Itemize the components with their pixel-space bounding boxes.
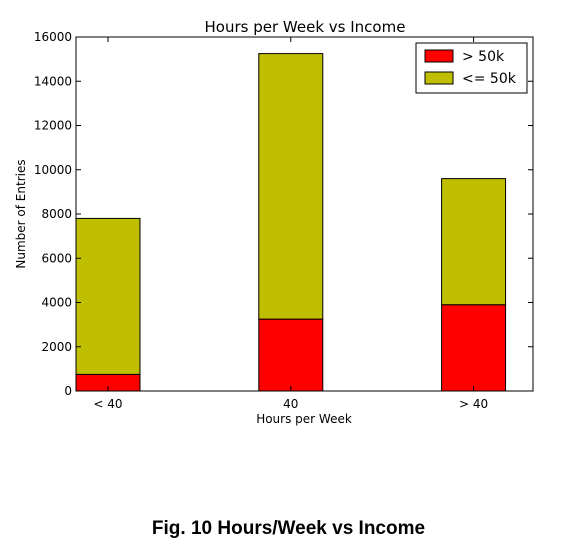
legend: > 50k <= 50k bbox=[415, 42, 528, 94]
legend-swatch bbox=[424, 49, 454, 63]
y-tick-label: 12000 bbox=[34, 119, 72, 133]
y-tick-label: 2000 bbox=[41, 340, 72, 354]
y-axis-label: Number of Entries bbox=[14, 159, 28, 268]
y-tick-label: 10000 bbox=[34, 163, 72, 177]
bar-over-50k-1 bbox=[258, 318, 324, 392]
bar-under-50k-1 bbox=[258, 53, 324, 320]
y-tick-label: 0 bbox=[64, 384, 72, 398]
x-tick-label: < 40 bbox=[93, 397, 122, 411]
legend-label: > 50k bbox=[462, 49, 505, 65]
bar-under-50k-0 bbox=[75, 217, 141, 375]
y-tick-label: 14000 bbox=[34, 74, 72, 88]
x-tick-label: > 40 bbox=[459, 397, 488, 411]
x-axis-label: Hours per Week bbox=[256, 412, 352, 426]
bar-over-50k-2 bbox=[441, 304, 507, 392]
chart-title: Hours per Week vs Income bbox=[205, 18, 406, 36]
y-tick-label: 6000 bbox=[41, 251, 72, 265]
legend-label: <= 50k bbox=[462, 71, 517, 87]
chart: Hours per Week vs Income 0 2000 4000 6000 80… bbox=[14, 18, 534, 426]
y-tick-label: 8000 bbox=[41, 207, 72, 221]
y-tick-label: 16000 bbox=[34, 30, 72, 44]
y-tick-label: 4000 bbox=[41, 296, 72, 310]
figure-caption: Fig. 10 Hours/Week vs Income bbox=[151, 518, 426, 539]
bar-under-50k-2 bbox=[441, 178, 507, 306]
legend-swatch bbox=[424, 71, 454, 85]
x-tick-label: 40 bbox=[283, 397, 298, 411]
